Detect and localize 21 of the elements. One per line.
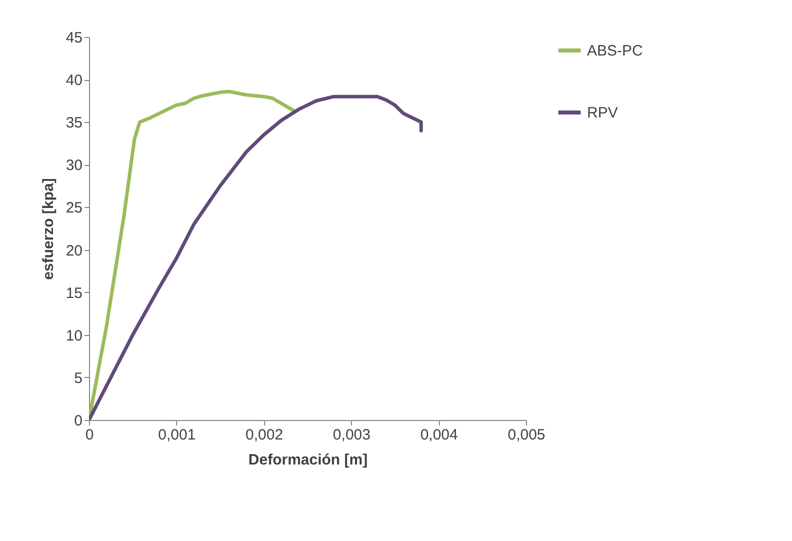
x-tick-label: 0 <box>85 426 94 444</box>
y-tick-label: 15 <box>66 284 82 302</box>
x-tick-label: 0,001 <box>158 426 196 444</box>
x-tick-label: 0,003 <box>332 426 370 444</box>
x-axis-title: Deformación [m] <box>248 452 368 468</box>
y-tick-label: 30 <box>66 157 82 174</box>
y-tick-label: 10 <box>66 327 82 344</box>
x-tick-label: 0,005 <box>508 426 546 444</box>
y-tick-label: 25 <box>66 200 82 217</box>
y-tick-label: 35 <box>66 114 82 132</box>
y-tick-label: 20 <box>66 242 82 260</box>
y-tick-label: 0 <box>74 412 82 430</box>
x-tick-label: 0,002 <box>246 426 284 444</box>
line-series <box>89 94 423 420</box>
y-tick-label: 5 <box>74 370 82 387</box>
x-tick-label: 0,004 <box>420 426 458 444</box>
legend-label: ABS-PC <box>587 42 644 60</box>
legend-label: RPV <box>587 104 618 122</box>
y-axis-title: esfuerzo [kpa] <box>40 178 57 280</box>
y-tick-label: 45 <box>66 30 82 46</box>
y-tick-label: 40 <box>66 72 82 90</box>
